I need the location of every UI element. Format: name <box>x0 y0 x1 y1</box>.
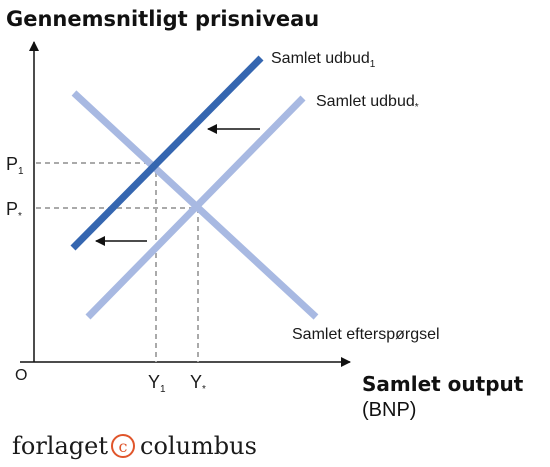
p1-label: P1 <box>6 154 24 177</box>
x-axis-title: Samlet output <box>362 372 524 396</box>
origin-label: O <box>15 367 27 384</box>
y1-label: Y1 <box>148 372 166 395</box>
y-axis-title: Gennemsnitligt prisniveau <box>6 7 319 31</box>
brand-left: forlaget <box>12 432 108 460</box>
supply-1-curve <box>70 55 264 251</box>
supply-star-label: Samlet udbud* <box>316 93 419 113</box>
ystar-label: Y* <box>190 372 206 395</box>
copyright-letter: c <box>119 437 128 456</box>
pstar-label: P* <box>6 199 22 222</box>
x-axis-subtitle: (BNP) <box>362 399 416 421</box>
demand-label: Samlet efterspørgsel <box>292 326 440 343</box>
copyright-icon <box>111 434 135 458</box>
supply-1-label: Samlet udbud1 <box>271 50 376 70</box>
brand-logo: forlaget c columbus <box>12 432 257 460</box>
supply-star-curve <box>85 95 306 320</box>
brand-right: columbus <box>140 432 257 460</box>
